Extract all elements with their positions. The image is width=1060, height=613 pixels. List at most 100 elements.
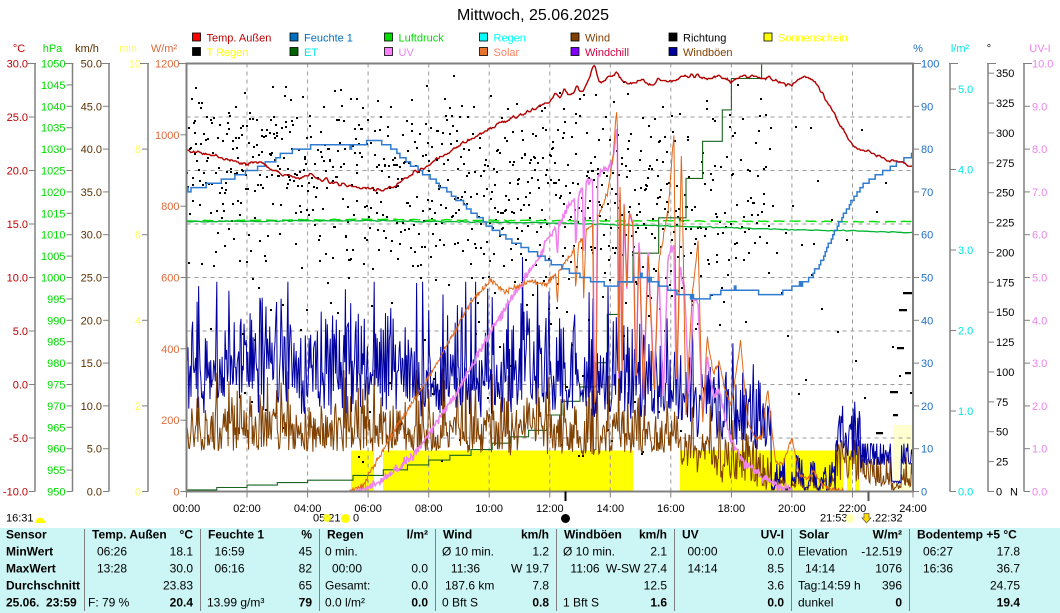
svg-text:975: 975 [47, 380, 65, 392]
svg-text:75: 75 [996, 397, 1008, 409]
svg-text:1015: 1015 [41, 208, 65, 220]
svg-text:min: min [119, 43, 137, 55]
svg-text:12.5: 12.5 [644, 579, 668, 593]
svg-text:1 Bft S: 1 Bft S [563, 596, 599, 610]
svg-text:200: 200 [161, 415, 179, 427]
svg-text:600: 600 [161, 273, 179, 285]
svg-text:Regen: Regen [494, 33, 526, 45]
svg-text:995: 995 [47, 294, 65, 306]
svg-text:W 19.7: W 19.7 [511, 562, 549, 576]
svg-text:45.0: 45.0 [81, 101, 102, 113]
svg-text:24:00: 24:00 [899, 503, 927, 515]
svg-text:82: 82 [299, 562, 313, 576]
svg-text:UV: UV [399, 47, 415, 59]
svg-text:2.0: 2.0 [958, 326, 973, 338]
svg-text:15.0: 15.0 [81, 358, 102, 370]
svg-text:19.4: 19.4 [997, 596, 1021, 610]
svg-text:970: 970 [47, 401, 65, 413]
svg-text:-12.519: -12.519 [861, 545, 902, 559]
svg-text:Luftdruck: Luftdruck [399, 33, 445, 45]
svg-text:8.5: 8.5 [767, 562, 784, 576]
svg-text:325: 325 [996, 98, 1014, 110]
svg-text:396: 396 [882, 579, 902, 593]
svg-text:100: 100 [996, 367, 1014, 379]
svg-text:Windchill: Windchill [585, 47, 629, 59]
svg-text:W-SW 27.4: W-SW 27.4 [606, 562, 667, 576]
svg-text:0.0 l/m²: 0.0 l/m² [325, 596, 365, 610]
svg-text:Regen: Regen [327, 528, 364, 542]
svg-text:04:00: 04:00 [294, 503, 322, 515]
svg-text:800: 800 [161, 201, 179, 213]
svg-text:10:00: 10:00 [475, 503, 503, 515]
svg-text:UV-I: UV-I [1029, 43, 1050, 55]
svg-text:0.0: 0.0 [958, 487, 973, 499]
svg-text:Solar: Solar [799, 528, 829, 542]
svg-text:1005: 1005 [41, 251, 65, 263]
svg-text:km/h: km/h [639, 528, 667, 542]
svg-text:Tag:14:59 h: Tag:14:59 h [798, 579, 861, 593]
svg-text:0 Bft S: 0 Bft S [442, 596, 478, 610]
svg-text:MinWert: MinWert [6, 545, 53, 559]
svg-text:50: 50 [996, 427, 1008, 439]
svg-text:Solar: Solar [494, 47, 520, 59]
svg-text:0: 0 [921, 487, 927, 499]
svg-text:0: 0 [353, 513, 359, 525]
svg-text:79: 79 [299, 596, 313, 610]
svg-text:9.0: 9.0 [1032, 101, 1047, 113]
svg-text:990: 990 [47, 315, 65, 327]
svg-text:0.8: 0.8 [532, 596, 549, 610]
svg-text:0.0: 0.0 [411, 579, 428, 593]
svg-text:0.0: 0.0 [767, 596, 784, 610]
svg-text:0.0: 0.0 [1032, 487, 1047, 499]
svg-text:12:00: 12:00 [536, 503, 564, 515]
svg-text:18:00: 18:00 [718, 503, 746, 515]
svg-text:20.0: 20.0 [81, 315, 102, 327]
svg-text:%: % [913, 43, 923, 55]
svg-text:5.0: 5.0 [13, 326, 28, 338]
svg-text:1020: 1020 [41, 187, 65, 199]
svg-text:60: 60 [921, 230, 933, 242]
svg-text:ET: ET [304, 47, 318, 59]
svg-text:30.0: 30.0 [170, 562, 194, 576]
svg-text:1.0: 1.0 [1032, 444, 1047, 456]
svg-text:-5.0: -5.0 [9, 433, 28, 445]
svg-text:965: 965 [47, 422, 65, 434]
svg-text:Feuchte 1: Feuchte 1 [304, 33, 353, 45]
svg-text:175: 175 [996, 277, 1014, 289]
svg-text:100: 100 [921, 59, 939, 71]
svg-text:8.0: 8.0 [1032, 144, 1047, 156]
svg-text:16:36: 16:36 [923, 562, 953, 576]
svg-text:Temp. Außen: Temp. Außen [92, 528, 167, 542]
svg-text:10: 10 [921, 444, 933, 456]
svg-text:400: 400 [161, 344, 179, 356]
svg-text:20.0: 20.0 [7, 166, 28, 178]
svg-text:Wind: Wind [585, 33, 610, 45]
svg-text:24.75: 24.75 [990, 579, 1020, 593]
svg-text:Elevation: Elevation [798, 545, 847, 559]
svg-text:1200: 1200 [155, 59, 179, 71]
svg-text:13.99 g/m³: 13.99 g/m³ [207, 596, 264, 610]
svg-text:275: 275 [996, 158, 1014, 170]
svg-text:Feuchte 1: Feuchte 1 [208, 528, 264, 542]
svg-text:65: 65 [299, 579, 313, 593]
svg-text:06:16: 06:16 [214, 562, 244, 576]
svg-text:T Regen: T Regen [207, 47, 249, 59]
svg-text:4.0: 4.0 [958, 165, 973, 177]
svg-text:W/m²: W/m² [151, 43, 178, 55]
svg-text:°C: °C [13, 43, 25, 55]
svg-text:11:06: 11:06 [570, 562, 599, 576]
svg-text:02:00: 02:00 [233, 503, 261, 515]
svg-text:40.0: 40.0 [81, 144, 102, 156]
svg-text:1000: 1000 [155, 130, 179, 142]
svg-text:00:00: 00:00 [173, 503, 201, 515]
svg-text:14:14: 14:14 [805, 562, 835, 576]
svg-text:8: 8 [135, 144, 141, 156]
svg-text:30.0: 30.0 [7, 59, 28, 71]
svg-text:Bodentemp +5 °C: Bodentemp +5 °C [917, 528, 1017, 542]
svg-text:7.8: 7.8 [532, 579, 549, 593]
svg-text:70: 70 [921, 187, 933, 199]
svg-text:5.0: 5.0 [1032, 273, 1047, 285]
svg-text:6.0: 6.0 [1032, 230, 1047, 242]
svg-text:Ø 10 min.: Ø 10 min. [563, 545, 615, 559]
svg-text:50: 50 [921, 273, 933, 285]
